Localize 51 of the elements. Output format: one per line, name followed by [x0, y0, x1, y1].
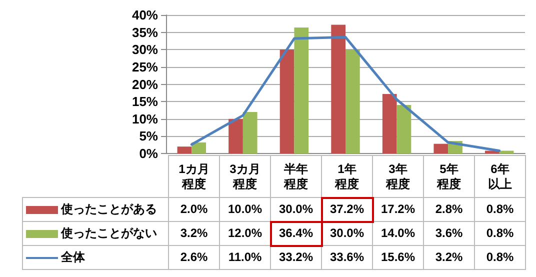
- bar: [396, 105, 412, 154]
- line-series: [190, 36, 501, 152]
- y-tick-label: 10%: [132, 111, 158, 126]
- x-tick-label: 1年程度: [322, 156, 372, 198]
- data-label: 14.0%: [372, 222, 424, 246]
- data-label: 3.6%: [424, 222, 474, 246]
- bar: [280, 50, 294, 154]
- data-label: 2.8%: [424, 198, 474, 222]
- data-label: 3.2%: [168, 222, 220, 246]
- y-tick-label: 20%: [132, 76, 158, 92]
- y-tick-label: 35%: [132, 24, 158, 40]
- data-label: 33.6%: [322, 246, 372, 270]
- data-label: 11.0%: [220, 246, 270, 270]
- data-label: 0.8%: [474, 222, 526, 246]
- bar: [228, 118, 243, 154]
- bar: [346, 50, 360, 154]
- legend-label: 使ったことがない: [61, 226, 157, 240]
- x-tick-label: 3カ月程度: [220, 156, 270, 198]
- x-tick-label: 1カ月程度: [168, 156, 220, 198]
- bar: [331, 24, 346, 154]
- bar: [177, 146, 192, 154]
- data-label: 3.2%: [424, 246, 474, 270]
- x-tick-label: 3年程度: [372, 156, 424, 198]
- x-tick-label: 6年以上: [474, 156, 526, 198]
- y-tick-label: 15%: [132, 94, 158, 110]
- data-label: 0.8%: [474, 198, 526, 222]
- x-tick-label: 5年程度: [424, 156, 474, 198]
- y-tick-label: 40%: [132, 8, 158, 22]
- bar: [499, 150, 514, 154]
- data-label: 12.0%: [220, 222, 270, 246]
- data-label: 0.8%: [474, 246, 526, 270]
- legend-label: 使ったことがある: [61, 202, 157, 216]
- data-label: 2.6%: [168, 246, 220, 270]
- y-tick-label: 5%: [139, 128, 158, 144]
- data-label: 10.0%: [220, 198, 270, 222]
- data-label: 30.0%: [270, 198, 322, 222]
- bar: [434, 144, 448, 154]
- x-tick-label: 半年程度: [270, 156, 322, 198]
- data-label: 33.2%: [270, 246, 322, 270]
- bar: [192, 142, 206, 154]
- y-tick-label: 30%: [132, 42, 158, 58]
- data-label: 17.2%: [372, 198, 424, 222]
- bar: [382, 94, 397, 154]
- y-tick-label: 25%: [132, 59, 158, 74]
- legend-label: 全体: [61, 250, 85, 264]
- data-label: 30.0%: [322, 222, 372, 246]
- data-label: 15.6%: [372, 246, 424, 270]
- y-tick-label: 0%: [139, 146, 158, 161]
- bar: [242, 112, 258, 154]
- data-label: 2.0%: [168, 198, 220, 222]
- bar: [294, 27, 309, 154]
